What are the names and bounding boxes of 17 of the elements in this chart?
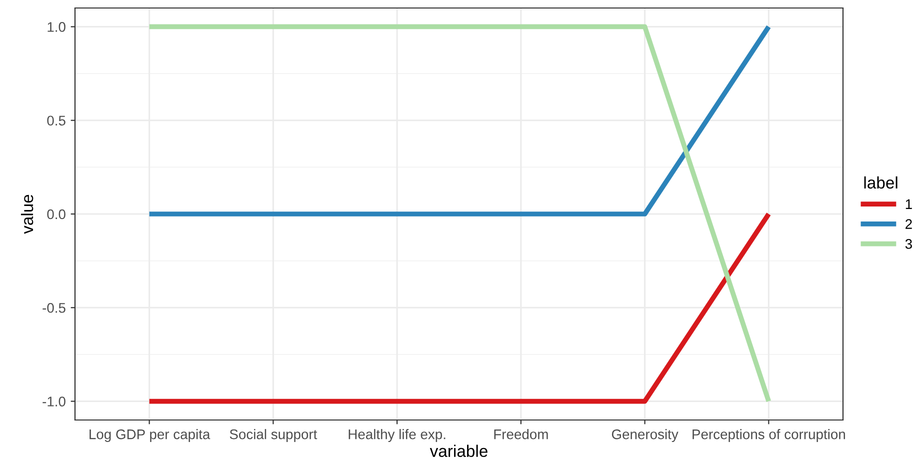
x-tick-label: Social support: [230, 429, 318, 442]
legend-label: 3: [905, 239, 912, 249]
x-axis-title: variable: [430, 444, 488, 457]
y-tick-label: 1.0: [48, 22, 66, 32]
x-tick-label: Healthy life exp.: [348, 429, 446, 442]
y-tick-label: -0.5: [42, 302, 66, 313]
x-tick-label: Perceptions of corruption: [692, 429, 845, 442]
y-tick-label: 0.0: [47, 209, 66, 220]
y-axis-title: value: [20, 194, 34, 234]
legend-title: label: [864, 176, 898, 189]
legend-label: 2: [906, 219, 912, 229]
x-tick-label: Generosity: [612, 429, 678, 442]
x-tick-label: Log GDP per capita: [90, 429, 210, 442]
x-tick-label: Freedom: [494, 429, 548, 440]
y-tick-label: -1.0: [42, 396, 66, 406]
legend-label: 1: [906, 199, 912, 209]
y-tick-label: 0.5: [47, 116, 66, 126]
